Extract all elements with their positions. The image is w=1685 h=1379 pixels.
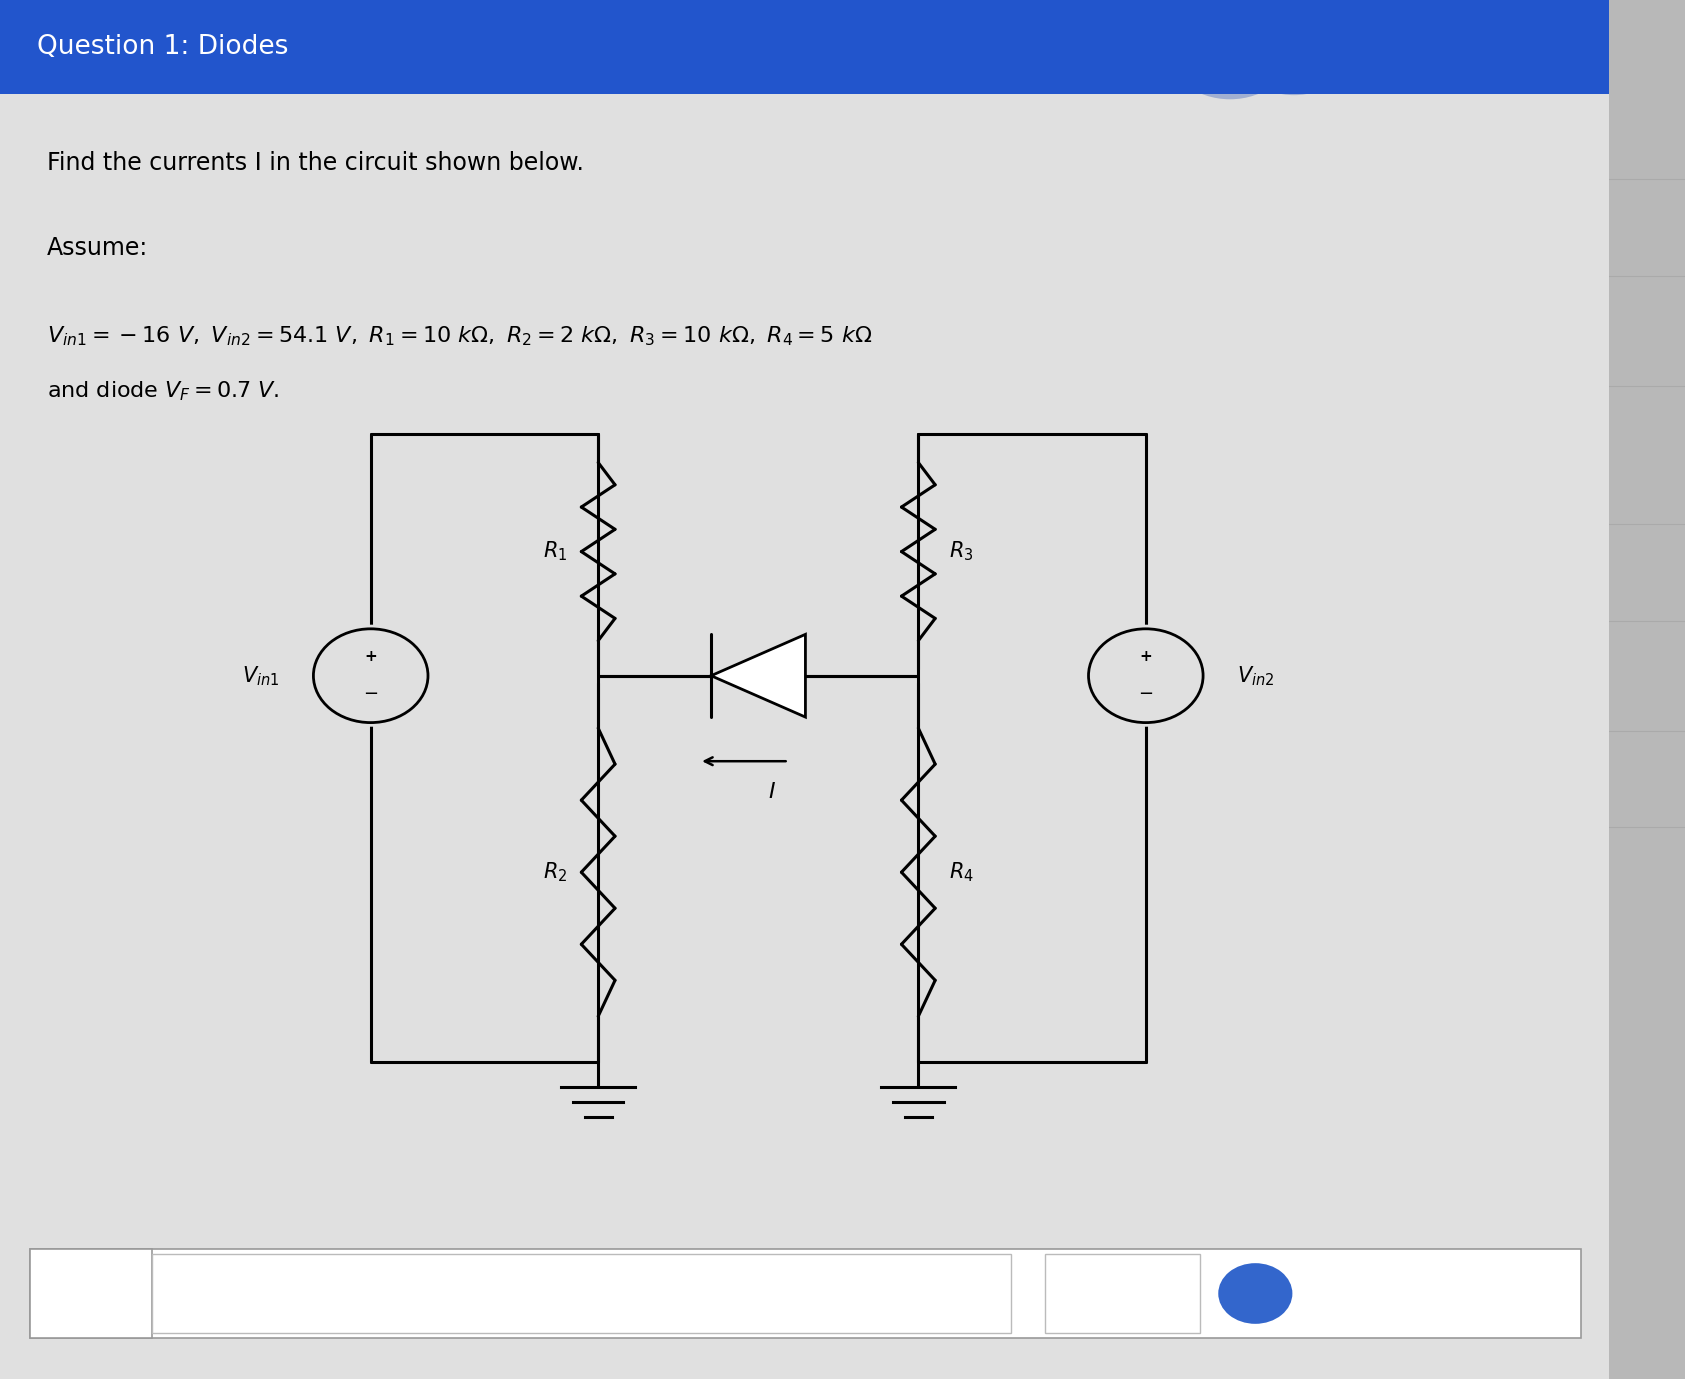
Circle shape [1407,10,1498,84]
Text: $I =$: $I =$ [76,1281,106,1306]
FancyBboxPatch shape [1609,0,1685,1379]
Text: $I$: $I$ [768,782,775,801]
Circle shape [1099,1,1210,92]
FancyBboxPatch shape [1045,1255,1200,1332]
Text: $V_{in1}$: $V_{in1}$ [243,663,280,688]
Circle shape [1166,0,1260,72]
Text: and diode $V_F = 0.7\ V$.: and diode $V_F = 0.7\ V$. [47,379,280,404]
Text: $R_2$: $R_2$ [544,860,568,884]
Text: Question 1: Diodes: Question 1: Diodes [37,34,288,59]
Text: −: − [1139,684,1153,702]
FancyBboxPatch shape [30,1249,152,1338]
Text: Assume:: Assume: [47,236,148,261]
FancyBboxPatch shape [0,0,1609,94]
Circle shape [1297,1,1409,92]
Text: −: − [364,684,377,702]
Text: $V_{in2}$: $V_{in2}$ [1237,663,1274,688]
Text: $V_{in1} = -16\ V,\ V_{in2} = 54.1\ V,\ R_1 = 10\ k\Omega,\ R_2 = 2\ k\Omega,\ R: $V_{in1} = -16\ V,\ V_{in2} = 54.1\ V,\ … [47,324,873,349]
FancyBboxPatch shape [30,1249,1581,1338]
Text: Find the currents I in the circuit shown below.: Find the currents I in the circuit shown… [47,150,585,175]
FancyBboxPatch shape [0,94,1609,1379]
Text: number (rtol=0.01, atol=1e-05): number (rtol=0.01, atol=1e-05) [425,1284,738,1303]
Circle shape [1166,0,1294,99]
Circle shape [1355,6,1456,88]
Circle shape [1230,0,1314,68]
Text: mA: mA [1102,1281,1142,1306]
Circle shape [308,625,433,727]
Text: $R_1$: $R_1$ [544,539,568,564]
Circle shape [1235,0,1353,95]
Text: $R_3$: $R_3$ [949,539,974,564]
Text: ?: ? [1250,1284,1260,1303]
Circle shape [1218,1263,1292,1324]
Circle shape [1495,18,1565,76]
Circle shape [1454,14,1535,80]
FancyBboxPatch shape [152,1255,1011,1332]
Polygon shape [711,634,805,717]
Circle shape [1291,3,1365,63]
Text: +: + [364,648,377,663]
Text: +: + [1139,648,1153,663]
Text: $R_4$: $R_4$ [949,860,974,884]
Circle shape [1083,625,1208,727]
